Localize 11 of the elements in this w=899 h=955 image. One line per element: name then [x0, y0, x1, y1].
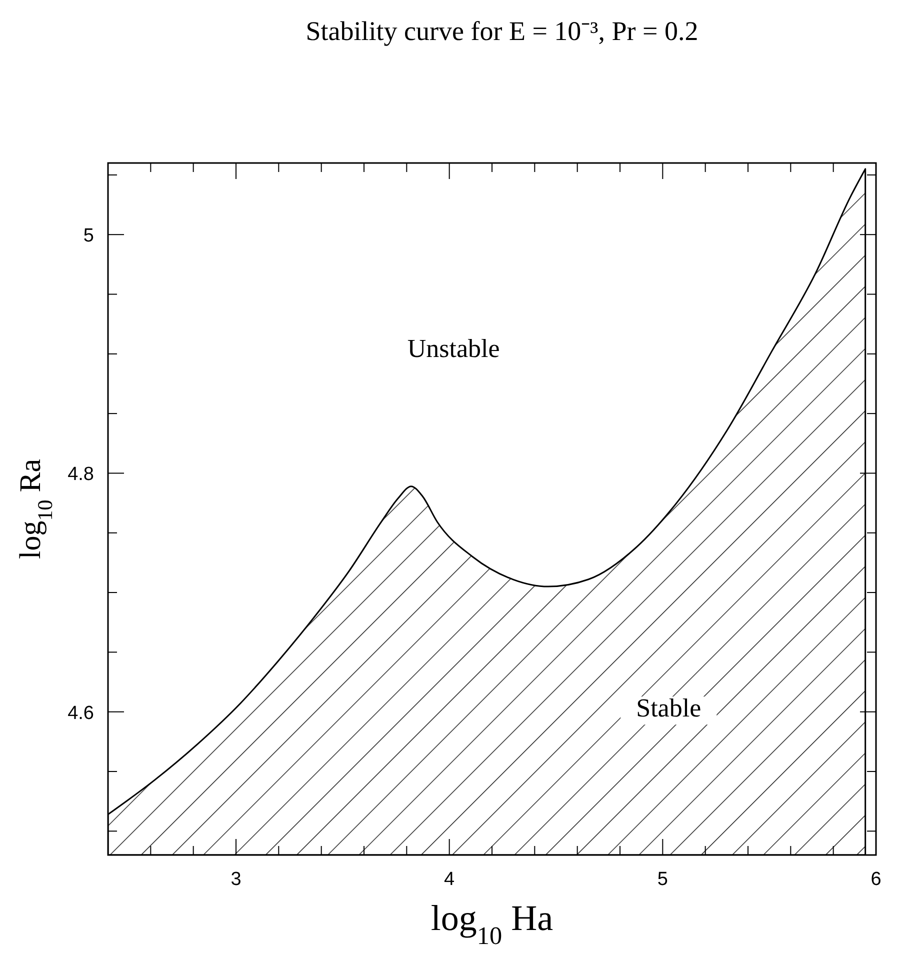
y-tick-label: 4.8 — [68, 464, 94, 486]
x-tick-label: 4 — [444, 869, 456, 890]
y-tick-label: 4.6 — [68, 702, 94, 724]
annotation: Unstable — [407, 334, 500, 363]
chart-title: Stability curve for E = 10⁻³, Pr = 0.2 — [306, 16, 698, 46]
annotation: Stable — [636, 694, 702, 723]
x-axis-title: log$_{10}$ Ha — [430, 898, 554, 950]
x-tick-label: 6 — [870, 869, 882, 890]
x-tick-label: 5 — [657, 869, 668, 890]
y-tick-label: 5 — [83, 226, 94, 247]
x-tick-label: 3 — [230, 869, 242, 890]
